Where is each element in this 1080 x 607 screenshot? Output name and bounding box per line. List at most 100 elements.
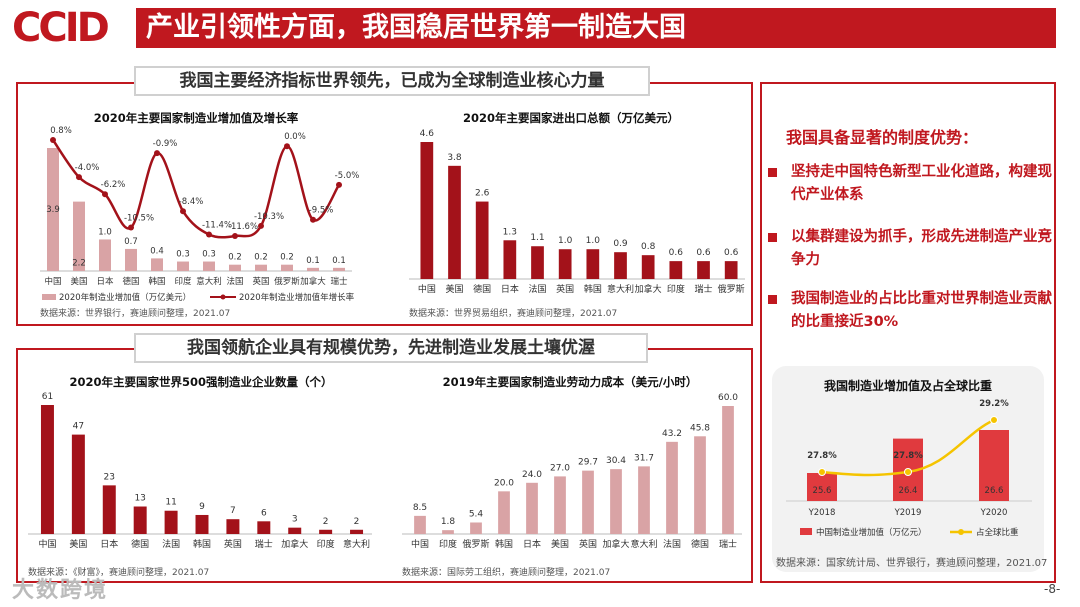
data-label: 45.8 bbox=[690, 423, 710, 433]
bullet-text: 我国制造业的占比比重对世界制造业贡献的比重接近30% bbox=[791, 291, 1052, 330]
category-label: 印度 bbox=[317, 538, 335, 550]
bottom-section-label: 我国领航企业具有规模优势，先进制造业发展土壤优渥 bbox=[134, 333, 648, 363]
bar bbox=[177, 261, 189, 271]
chart-title: 2019年主要国家制造业劳动力成本（美元/小时） bbox=[443, 375, 698, 389]
category-label: 俄罗斯 bbox=[462, 538, 489, 550]
bar-data-label: 0.4 bbox=[150, 246, 164, 256]
growth-data-label: -10.5% bbox=[124, 213, 154, 223]
category-label: 日本 bbox=[100, 538, 118, 550]
bar bbox=[807, 473, 837, 501]
category-label: 韩国 bbox=[193, 538, 211, 550]
bullet-text: 以集群建设为抓手，形成先进制造产业竞争力 bbox=[791, 229, 1052, 268]
bar bbox=[724, 261, 738, 279]
category-label: 德国 bbox=[122, 276, 139, 287]
category-label: 加拿大 bbox=[602, 538, 629, 550]
title-bar: 产业引领性方面，我国稳居世界第一制造大国 bbox=[136, 8, 1056, 48]
bar-data-label: 3.9 bbox=[46, 205, 60, 215]
growth-data-label: -8.4% bbox=[179, 197, 204, 207]
bar bbox=[40, 405, 54, 534]
category-label: 瑞士 bbox=[330, 276, 348, 287]
category-label: 法国 bbox=[162, 538, 180, 550]
share-data-label: 27.8% bbox=[807, 451, 837, 461]
china-share-chart: 我国制造业增加值及占全球比重 25.6 Y2018 26.4 Y2019 26.6 Y202… bbox=[786, 378, 1032, 538]
bar-data-label: 26.4 bbox=[899, 486, 918, 496]
bar bbox=[255, 264, 267, 271]
category-label: 德国 bbox=[473, 283, 491, 295]
bar-data-label: 0.3 bbox=[176, 250, 190, 260]
category-label: 瑞士 bbox=[255, 538, 273, 550]
bar-data-label: 25.6 bbox=[813, 486, 832, 496]
data-label: 60.0 bbox=[718, 393, 738, 403]
growth-point bbox=[336, 181, 342, 188]
legend-line-label: 占全球比重 bbox=[976, 527, 1019, 538]
bar-data-label: 0.1 bbox=[332, 256, 346, 266]
growth-data-label: -11.6% bbox=[228, 222, 258, 232]
advantage-bullet-2: 以集群建设为抓手，形成先进制造产业竞争力 bbox=[768, 226, 1058, 272]
growth-point bbox=[258, 222, 264, 229]
category-label: 韩国 bbox=[148, 276, 165, 287]
growth-point bbox=[284, 143, 290, 150]
bar bbox=[350, 529, 364, 534]
category-label: 美国 bbox=[445, 283, 463, 295]
data-label: 47 bbox=[73, 422, 84, 432]
growth-point bbox=[310, 216, 316, 223]
bullet-square-icon bbox=[768, 233, 777, 242]
share-point bbox=[990, 416, 998, 424]
data-label: 1.1 bbox=[530, 233, 544, 243]
bar bbox=[526, 482, 538, 534]
bar bbox=[610, 469, 622, 534]
advantage-bullet-3: 我国制造业的占比比重对世界制造业贡献的比重接近30% bbox=[768, 288, 1058, 334]
bar bbox=[229, 264, 241, 271]
import-export-chart: 2020年主要国家进出口总额（万亿美元） 4.6 中国 3.8 美国 2.6 德国 1.3 日本… bbox=[409, 111, 745, 319]
legend-line-marker bbox=[958, 529, 964, 535]
growth-point bbox=[154, 150, 160, 157]
growth-rate-line bbox=[51, 139, 341, 239]
growth-data-label: -5.0% bbox=[335, 171, 360, 181]
data-label: 31.7 bbox=[634, 453, 654, 463]
category-label: 意大利 bbox=[343, 538, 370, 550]
data-label: 27.0 bbox=[550, 463, 570, 473]
growth-data-label: -11.4% bbox=[202, 220, 232, 230]
chart-title: 2020年主要国家进出口总额（万亿美元） bbox=[463, 111, 679, 125]
advantage-bullet-1: 坚持走中国特色新型工业化道路，构建现代产业体系 bbox=[768, 161, 1058, 207]
data-label: 24.0 bbox=[522, 470, 542, 480]
category-label: 德国 bbox=[131, 538, 149, 550]
category-label: 意大利 bbox=[630, 538, 657, 550]
category-label: 印度 bbox=[174, 276, 192, 287]
bar bbox=[102, 485, 116, 534]
category-label: 韩国 bbox=[584, 283, 602, 295]
bar bbox=[71, 434, 85, 534]
legend-line-marker bbox=[220, 294, 226, 300]
top-section-label: 我国主要经济指标世界领先，已成为全球制造业核心力量 bbox=[134, 66, 650, 96]
category-label: 英国 bbox=[556, 283, 574, 295]
bar-data-label: 0.1 bbox=[306, 256, 320, 266]
share-data-label: 29.2% bbox=[979, 399, 1009, 409]
data-label: 61 bbox=[42, 392, 53, 402]
data-label: 7 bbox=[230, 506, 236, 516]
bullet-text: 坚持走中国特色新型工业化道路，构建现代产业体系 bbox=[791, 164, 1052, 203]
category-label: 俄罗斯 bbox=[718, 283, 745, 295]
category-label: 法国 bbox=[528, 283, 546, 295]
category-label: Y2019 bbox=[894, 508, 922, 518]
chart-source: 数据来源：《财富》，赛迪顾问整理，2021.07 bbox=[28, 566, 209, 578]
category-label: 美国 bbox=[69, 538, 87, 550]
category-label: 中国 bbox=[44, 276, 61, 287]
fortune500-chart: 2020年主要国家世界500强制造业企业数量（个）61中国47美国23日本13德… bbox=[28, 375, 372, 578]
bar bbox=[288, 527, 302, 534]
data-label: 2 bbox=[323, 517, 329, 527]
data-label: 1.0 bbox=[558, 236, 573, 246]
category-label: 加拿大 bbox=[300, 276, 326, 287]
category-label: 意大利 bbox=[607, 283, 634, 295]
bar-data-label: 26.6 bbox=[985, 486, 1004, 496]
bar-data-label: 1.0 bbox=[98, 227, 112, 237]
data-label: 30.4 bbox=[606, 456, 626, 466]
category-label: Y2018 bbox=[808, 508, 836, 518]
bar-data-label: 0.3 bbox=[202, 250, 216, 260]
bar-data-label: 0.2 bbox=[228, 253, 242, 263]
growth-data-label: -10.3% bbox=[254, 212, 284, 222]
category-label: 日本 bbox=[501, 283, 519, 295]
bar bbox=[203, 261, 215, 271]
growth-data-label: 0.8% bbox=[50, 126, 72, 136]
watermark: 大数跨境 bbox=[12, 578, 109, 603]
ccid-logo: CCID bbox=[12, 5, 110, 51]
